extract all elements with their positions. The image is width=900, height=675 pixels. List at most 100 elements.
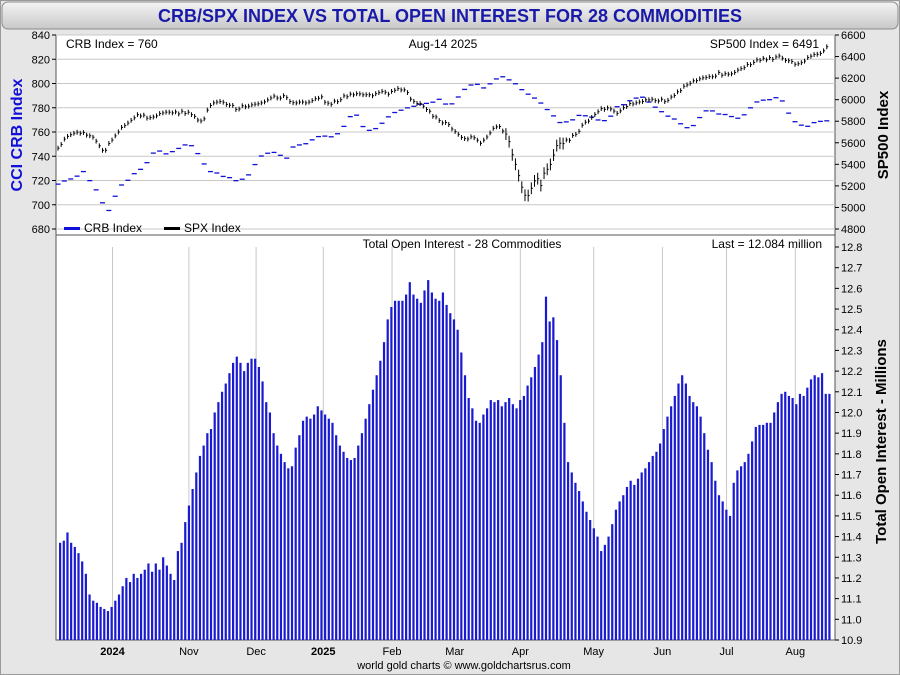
left-axis-title: CCI CRB Index (9, 78, 26, 191)
legend-label-crb: CRB Index (84, 221, 142, 235)
crb-series (55, 76, 830, 212)
open-interest-bar (651, 455, 654, 640)
bottom-right-axis-title: Total Open Interest - Millions (873, 339, 890, 544)
open-interest-bar (246, 362, 249, 640)
left-tick-label: 820 (32, 54, 50, 66)
open-interest-bar (644, 468, 647, 640)
bottom-panel: 12.8 12.7 12.6 12.5 12.4 12.3 12.2 12.1 12.0 11.9… (55, 234, 890, 658)
open-interest-bar (217, 402, 220, 640)
open-interest-bar (658, 443, 662, 640)
open-interest-bar (412, 294, 415, 640)
open-interest-bar (739, 466, 743, 640)
right-tick-label: 12.0 (841, 407, 862, 419)
open-interest-bar (622, 495, 625, 640)
open-interest-bar (636, 478, 640, 640)
open-interest-bar (762, 424, 765, 640)
open-interest-bar (136, 577, 139, 640)
left-tick-label: 740 (32, 151, 50, 163)
open-interest-bars (59, 280, 831, 640)
open-interest-bar (743, 462, 746, 640)
right-tick-label: 12.6 (841, 283, 862, 295)
open-interest-bar (618, 501, 621, 640)
open-interest-bar (721, 501, 724, 640)
right-tick-label: 11.0 (841, 614, 862, 626)
open-interest-bar (114, 600, 117, 640)
open-interest-bar (570, 472, 573, 640)
open-interest-bar (467, 397, 470, 640)
x-tick-label: 2024 (100, 646, 125, 658)
right-tick-label: 11.9 (841, 428, 862, 440)
open-interest-bar (294, 447, 297, 640)
open-interest-bar (526, 385, 529, 640)
open-interest-bar (493, 402, 496, 640)
open-interest-bar (566, 462, 570, 640)
open-interest-bar (360, 433, 364, 640)
open-interest-bar (611, 524, 614, 640)
open-interest-bar (544, 296, 548, 640)
open-interest-bar (640, 472, 643, 640)
open-interest-bar (349, 460, 353, 640)
right-tick-label: 12.2 (841, 366, 862, 378)
right-tick-label: 12.3 (841, 345, 862, 357)
open-interest-bar (787, 395, 791, 640)
open-interest-bar (751, 441, 754, 640)
open-interest-bar (154, 563, 157, 640)
open-interest-bar (434, 298, 437, 640)
open-interest-bar (497, 400, 500, 640)
open-interest-bar (666, 416, 669, 640)
open-interest-bar (603, 544, 606, 640)
right-tick-label: 11.6 (841, 490, 862, 502)
open-interest-bar (798, 393, 802, 640)
open-interest-bar (471, 408, 474, 640)
open-interest-bar (478, 422, 481, 640)
open-interest-bar (180, 542, 183, 640)
open-interest-bar (125, 577, 128, 640)
open-interest-bar (430, 292, 433, 640)
open-interest-bar (346, 457, 349, 640)
left-tick-label: 760 (32, 127, 50, 139)
open-interest-bar (699, 416, 702, 640)
open-interest-bar (324, 414, 327, 640)
open-interest-bar (357, 445, 360, 640)
open-interest-bar (776, 402, 779, 640)
open-interest-bar (117, 594, 121, 640)
right-tick-label: 12.1 (841, 387, 862, 399)
open-interest-bar (449, 313, 452, 640)
open-interest-bar (254, 358, 257, 640)
open-interest-bar (320, 410, 323, 640)
right-tick-label: 4800 (841, 224, 865, 236)
open-interest-bar (456, 329, 459, 640)
open-interest-bar (519, 400, 522, 640)
open-interest-bar (508, 397, 511, 640)
open-interest-bar (419, 302, 422, 640)
footer-credit: world gold charts © www.goldchartsrus.co… (356, 660, 571, 672)
left-tick-label: 720 (32, 176, 50, 188)
open-interest-bar (309, 418, 312, 640)
x-tick-label: May (583, 646, 604, 658)
open-interest-bar (220, 391, 224, 640)
open-interest-bar (692, 402, 695, 640)
open-interest-bar (283, 462, 286, 640)
open-interest-bar (559, 375, 562, 640)
open-interest-bar (515, 408, 518, 640)
open-interest-bar (397, 300, 400, 640)
last-value-label: Last = 12.084 million (712, 237, 822, 251)
open-interest-bar (173, 580, 176, 640)
open-interest-bar (806, 387, 809, 640)
top-panel: 840 820 800 780 760 740 720 700 680 6600 6400 6200 6… (9, 30, 892, 236)
left-tick-label: 800 (32, 79, 50, 91)
open-interest-bar (736, 470, 739, 640)
open-interest-bar (95, 602, 99, 640)
spx-series (57, 44, 829, 202)
open-interest-bar (563, 422, 566, 640)
open-interest-bar (670, 406, 673, 640)
open-interest-bar (614, 509, 618, 640)
x-tick-label: Apr (512, 646, 529, 658)
open-interest-bar (342, 451, 345, 640)
open-interest-bar (139, 573, 143, 640)
open-interest-bar (257, 366, 260, 640)
legend-label-spx: SPX Index (184, 221, 241, 235)
open-interest-bar (574, 482, 577, 640)
open-interest-bar (548, 321, 551, 640)
open-interest-bar (710, 462, 713, 640)
